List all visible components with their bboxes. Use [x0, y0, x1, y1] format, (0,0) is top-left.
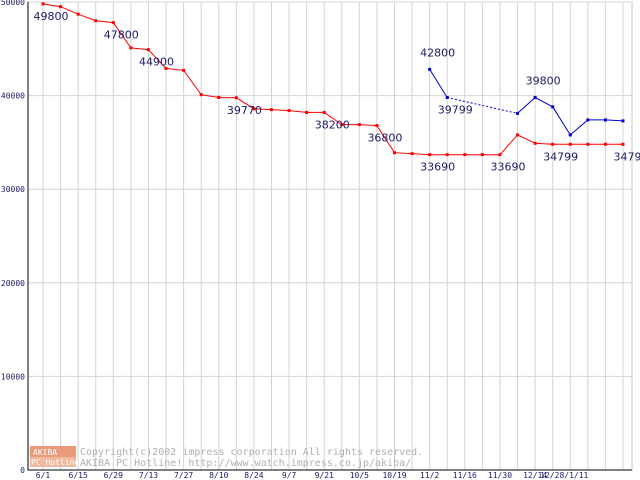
x-tick-label: 11/16	[453, 471, 477, 480]
data-point-marker	[428, 153, 432, 157]
data-label: 33690	[420, 161, 455, 174]
data-point-marker	[498, 153, 502, 157]
data-label: 38200	[315, 118, 350, 131]
data-point-marker	[393, 151, 397, 155]
data-point-marker	[586, 118, 590, 122]
data-point-marker	[551, 142, 555, 146]
data-point-marker	[410, 152, 414, 156]
data-point-marker	[94, 19, 98, 23]
data-point-marker	[41, 2, 45, 6]
data-label: 42800	[420, 46, 455, 59]
x-tick-label: 12/14	[523, 471, 547, 480]
x-tick-label: 10/19	[382, 471, 406, 480]
data-label: 33690	[490, 161, 525, 174]
x-tick-label: 8/10	[209, 471, 228, 480]
x-tick-label: 7/13	[139, 471, 158, 480]
data-point-marker	[164, 66, 168, 70]
logo-text-top: AKIBA	[33, 448, 57, 457]
data-point-marker	[603, 142, 607, 146]
x-tick-label: 9/7	[282, 471, 297, 480]
data-point-marker	[533, 141, 537, 145]
copyright-line-2: AKIBA PC Hotline! http://www.watch.impre…	[80, 458, 411, 469]
x-tick-label: 6/29	[104, 471, 123, 480]
data-label: 44900	[139, 56, 174, 69]
x-tick-label: 10/5	[350, 471, 369, 480]
data-point-marker	[340, 123, 344, 127]
series-markers	[41, 2, 625, 157]
data-point-marker	[621, 142, 625, 146]
data-labels: 49800 47800 44900 39770 38200 36800 33690 33690…	[34, 10, 640, 174]
data-label: 47800	[104, 29, 139, 42]
plot-frame	[27, 1, 633, 471]
vertical-gridlines	[42, 2, 624, 470]
series-line	[42, 3, 623, 156]
data-label: 39770	[227, 104, 262, 117]
data-point-marker	[217, 95, 221, 99]
data-point-marker	[287, 109, 291, 113]
data-point-marker	[305, 110, 309, 114]
data-point-marker	[586, 142, 590, 146]
data-point-marker	[516, 133, 520, 137]
data-point-marker	[603, 118, 607, 122]
data-point-marker	[428, 67, 432, 71]
y-tick-label: 20000	[1, 279, 25, 288]
data-label: 39800	[526, 74, 561, 87]
data-point-marker	[252, 107, 256, 111]
y-tick-label: 0	[20, 466, 25, 475]
data-label: 49800	[34, 10, 69, 23]
logo-box-bottom	[30, 457, 76, 467]
data-point-marker	[516, 111, 520, 115]
data-point-marker	[445, 95, 449, 99]
data-point-marker	[375, 124, 379, 128]
data-point-marker	[146, 48, 150, 52]
data-point-marker	[551, 105, 555, 109]
x-tick-label: 8/24	[244, 471, 263, 480]
y-tick-labels: 0 10000 20000 30000 40000 50000	[1, 0, 25, 475]
x-tick-label: 11/30	[488, 471, 512, 480]
series-line	[429, 69, 448, 98]
data-point-marker	[621, 119, 625, 123]
series-line	[447, 97, 518, 114]
horizontal-gridlines	[28, 1, 632, 377]
x-tick-label: 6/1	[36, 471, 51, 480]
data-point-marker	[129, 46, 133, 50]
data-point-marker	[199, 93, 203, 97]
data-label: 36800	[367, 132, 402, 145]
data-point-marker	[480, 153, 484, 157]
data-point-marker	[76, 12, 80, 16]
data-label: 39799	[438, 103, 473, 116]
data-point-marker	[269, 108, 273, 112]
data-point-marker	[357, 123, 361, 127]
logo-box-top	[30, 446, 76, 457]
x-tick-label: 9/21	[315, 471, 334, 480]
data-point-marker	[533, 95, 537, 99]
logo-text-bottom: PC Hotline!	[31, 458, 84, 467]
x-tick-label: 6/15	[69, 471, 88, 480]
y-tick-label: 50000	[1, 0, 25, 7]
data-point-marker	[182, 68, 186, 72]
x-tick-label: 7/27	[174, 471, 193, 480]
data-point-marker	[234, 96, 238, 100]
data-point-marker	[463, 153, 467, 157]
data-point-marker	[59, 5, 63, 9]
watermark: AKIBA PC Hotline! Copyright(c)2002 impre…	[30, 446, 423, 469]
data-label: 34799	[614, 150, 640, 163]
data-point-marker	[322, 110, 326, 114]
y-tick-label: 10000	[1, 372, 25, 381]
data-point-marker	[445, 153, 449, 157]
y-tick-label: 40000	[1, 92, 25, 101]
y-tick-label: 30000	[1, 185, 25, 194]
x-tick-labels: 6/1 6/15 6/29 7/13 7/27 8/10 8/24 9/7 9/21 10/5 10…	[36, 471, 589, 480]
data-point-marker	[568, 133, 572, 137]
x-tick-label: 11/2	[420, 471, 439, 480]
data-point-marker	[111, 21, 115, 25]
data-label: 34799	[543, 150, 578, 163]
data-point-marker	[568, 142, 572, 146]
copyright-line-1: Copyright(c)2002 impress corporation All…	[80, 447, 423, 458]
x-tick-label: 12/28/1/11	[540, 471, 588, 480]
